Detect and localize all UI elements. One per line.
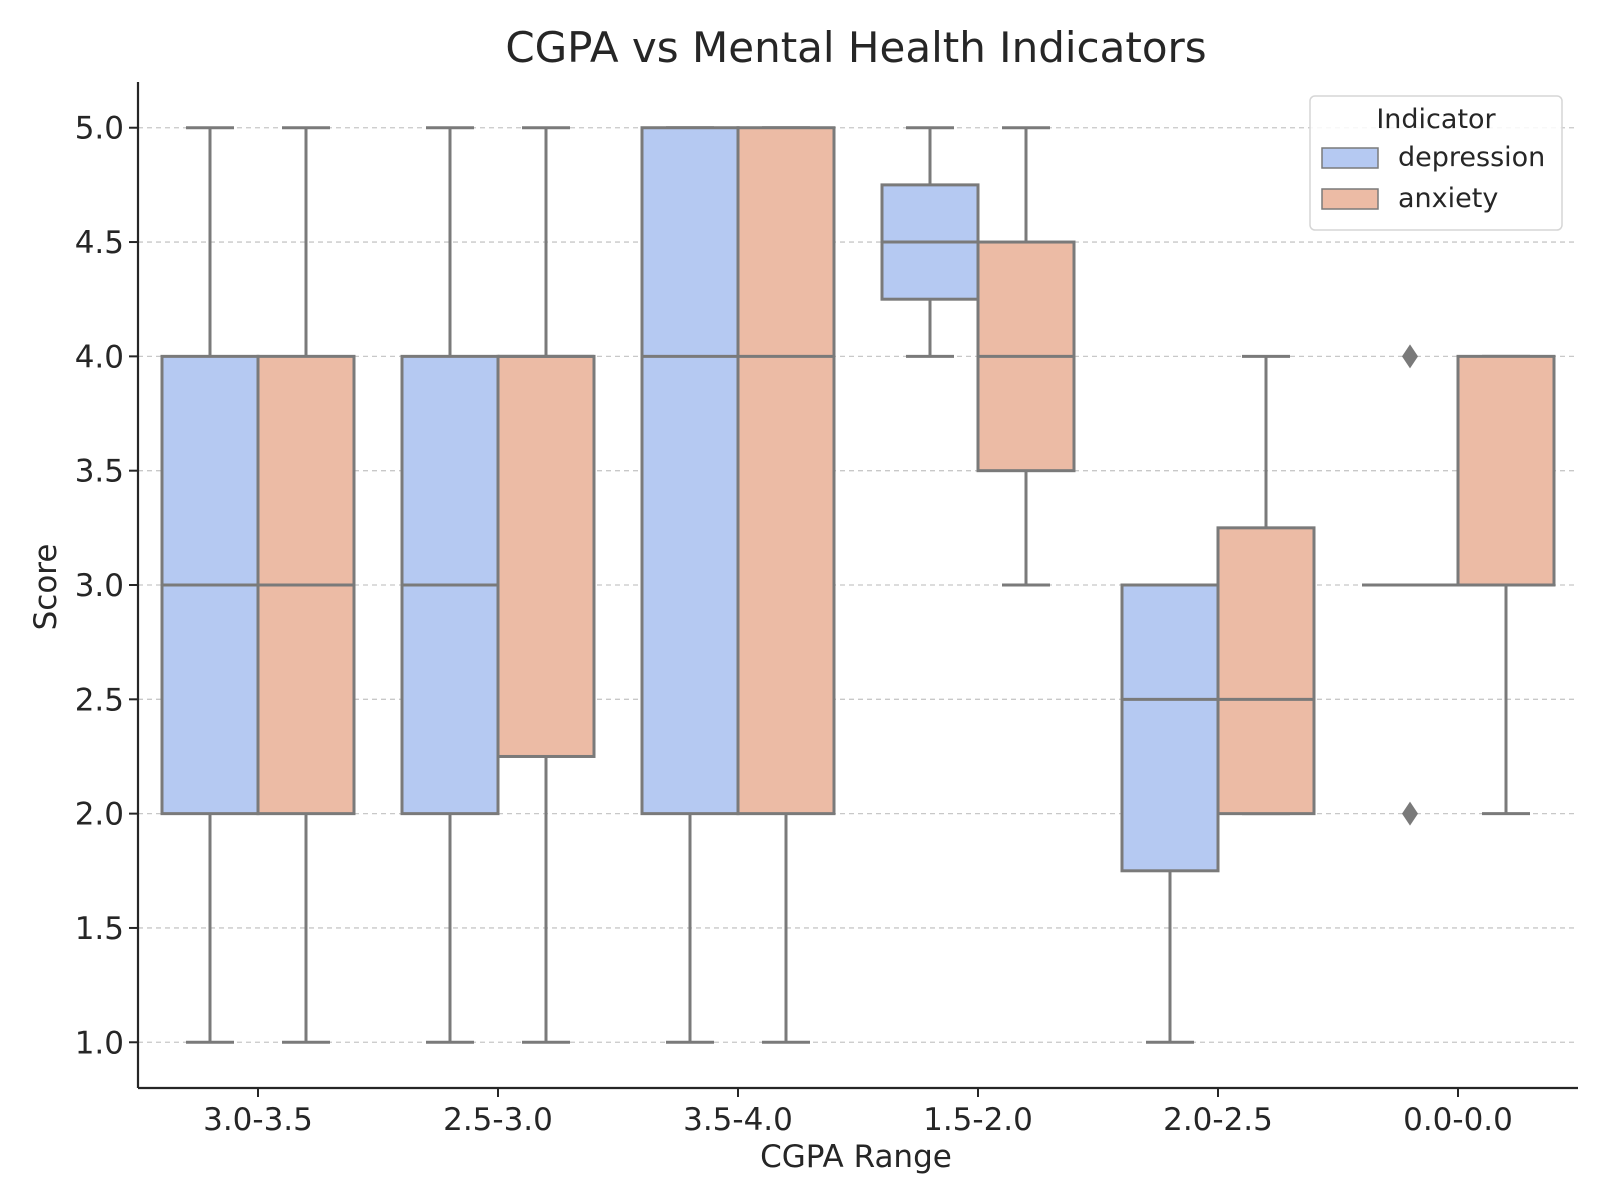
x-tick-label: 1.5-2.0 bbox=[923, 1102, 1033, 1138]
box-anxiety-3.5-4.0 bbox=[736, 126, 836, 1044]
legend-label-depression: depression bbox=[1398, 142, 1545, 173]
y-tick-label: 4.0 bbox=[75, 339, 124, 375]
chart-title: CGPA vs Mental Health Indicators bbox=[505, 23, 1206, 72]
box-iqr bbox=[496, 354, 596, 758]
outlier-point bbox=[1402, 344, 1418, 369]
x-axis-label: CGPA Range bbox=[760, 1139, 952, 1175]
outlier-point bbox=[1402, 801, 1418, 826]
y-tick-label: 2.5 bbox=[75, 682, 124, 718]
box-iqr bbox=[736, 126, 836, 816]
box-depression-3.0-3.5 bbox=[160, 126, 260, 1044]
box-anxiety-0.0-0.0 bbox=[1456, 354, 1556, 816]
y-tick-label: 5.0 bbox=[75, 111, 124, 147]
legend-swatch-anxiety bbox=[1321, 188, 1379, 210]
gridlines bbox=[138, 127, 1578, 1043]
box-anxiety-2.5-3.0 bbox=[496, 126, 596, 1044]
box-anxiety-3.0-3.5 bbox=[256, 126, 356, 1044]
y-tick-label: 1.5 bbox=[75, 911, 124, 947]
legend-swatch-depression bbox=[1321, 147, 1379, 169]
box-iqr bbox=[1216, 526, 1316, 816]
box-depression-0.0-0.0 bbox=[1362, 344, 1458, 826]
y-tick-label: 3.0 bbox=[75, 568, 124, 604]
y-tick-label: 3.5 bbox=[75, 454, 124, 490]
box-depression-2.5-3.0 bbox=[400, 126, 500, 1044]
box-iqr bbox=[1456, 354, 1556, 587]
box-iqr bbox=[640, 126, 740, 816]
x-tick-label: 3.0-3.5 bbox=[203, 1102, 313, 1138]
x-tick-label: 3.5-4.0 bbox=[683, 1102, 793, 1138]
legend-label-anxiety: anxiety bbox=[1398, 183, 1498, 214]
y-axis-label: Score bbox=[28, 544, 64, 631]
axes: 1.0 1.5 2.0 2.5 3.0 3.5 4.0 4.5 5.0 3.0-3.5 2.5-3.… bbox=[75, 82, 1578, 1138]
x-tick-label: 2.0-2.5 bbox=[1163, 1102, 1273, 1138]
x-tick-label: 0.0-0.0 bbox=[1403, 1102, 1513, 1138]
box-anxiety-1.5-2.0 bbox=[976, 126, 1076, 587]
legend: Indicator depression anxiety bbox=[1309, 95, 1563, 231]
box-depression-3.5-4.0 bbox=[640, 126, 740, 1044]
y-tick-label: 4.5 bbox=[75, 225, 124, 261]
y-tick-label: 1.0 bbox=[75, 1025, 124, 1061]
x-tick-label: 2.5-3.0 bbox=[443, 1102, 553, 1138]
legend-title: Indicator bbox=[1376, 104, 1496, 135]
box-depression-2.0-2.5 bbox=[1120, 583, 1220, 1044]
box-iqr bbox=[1120, 583, 1220, 873]
box-anxiety-2.0-2.5 bbox=[1216, 354, 1316, 816]
box-groups bbox=[160, 126, 1556, 1044]
box-depression-1.5-2.0 bbox=[880, 126, 980, 358]
y-tick-label: 2.0 bbox=[75, 797, 124, 833]
